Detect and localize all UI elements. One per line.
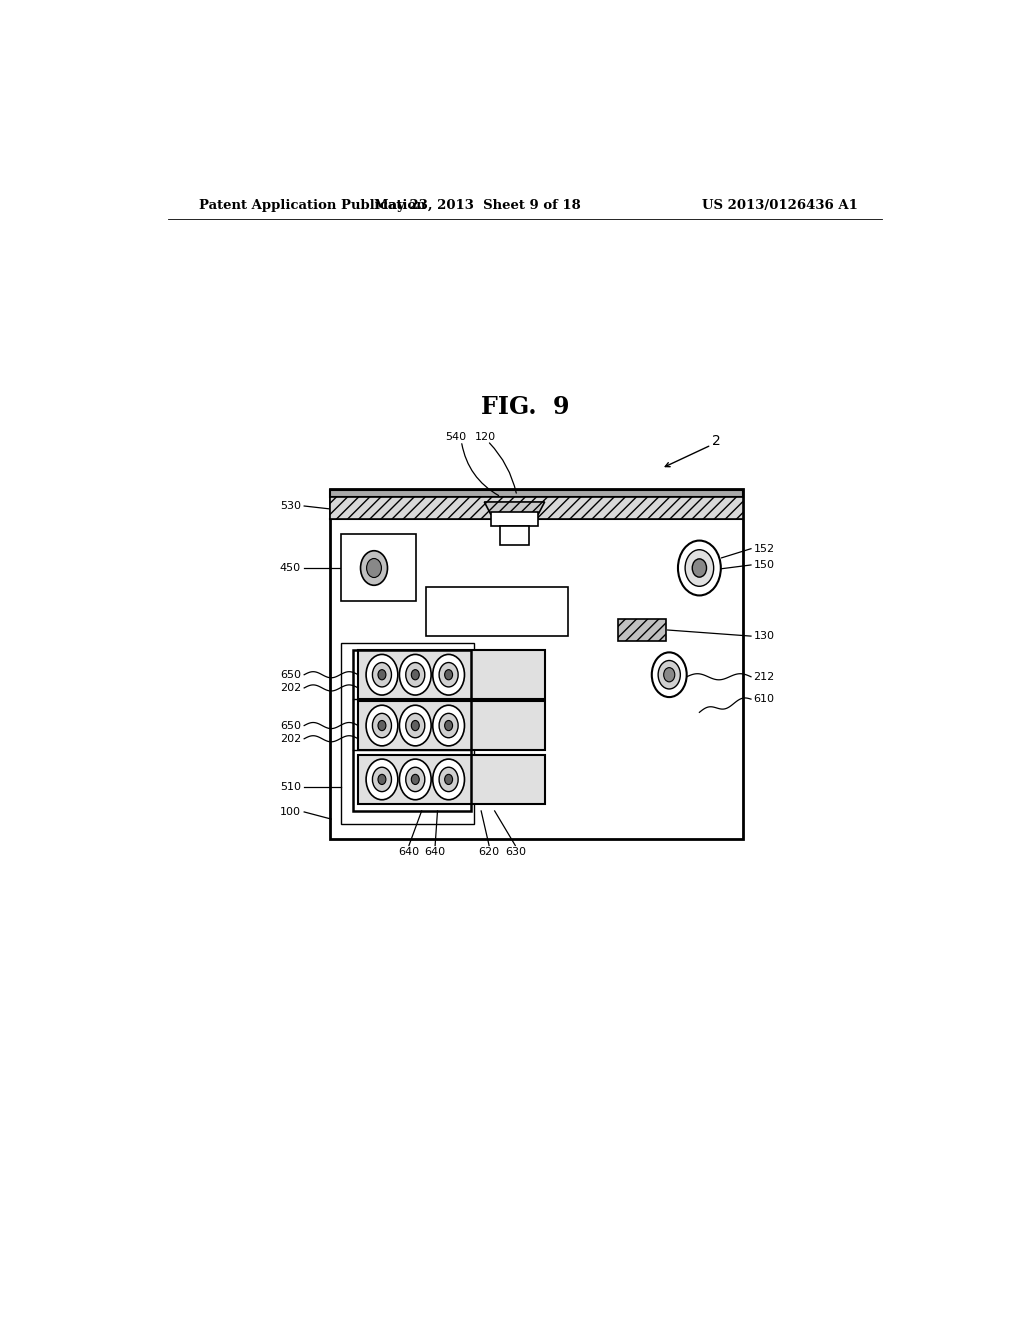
Text: 450: 450 (280, 564, 301, 573)
Circle shape (373, 663, 391, 686)
Circle shape (406, 663, 425, 686)
Circle shape (373, 713, 391, 738)
Circle shape (433, 655, 465, 696)
Circle shape (439, 713, 458, 738)
Bar (500, 527, 528, 545)
Circle shape (444, 775, 453, 784)
Text: 130: 130 (754, 631, 774, 642)
Bar (426, 587, 568, 636)
Bar (331, 496, 743, 519)
Circle shape (406, 713, 425, 738)
Circle shape (367, 705, 397, 746)
Text: 650: 650 (280, 669, 301, 680)
Circle shape (399, 759, 431, 800)
Circle shape (678, 541, 721, 595)
Text: 510: 510 (280, 781, 301, 792)
Circle shape (658, 660, 680, 689)
Text: 640: 640 (398, 846, 420, 857)
Text: 650: 650 (280, 721, 301, 730)
Circle shape (444, 669, 453, 680)
Circle shape (367, 759, 397, 800)
Text: 202: 202 (280, 682, 301, 693)
Text: 2: 2 (713, 434, 721, 447)
Text: FIG.  9: FIG. 9 (480, 396, 569, 420)
Circle shape (367, 558, 381, 578)
Circle shape (399, 655, 431, 696)
Text: 610: 610 (754, 694, 774, 704)
Bar (358, 701, 545, 750)
Circle shape (360, 550, 387, 585)
Bar (358, 755, 545, 804)
Circle shape (433, 705, 465, 746)
Circle shape (652, 652, 687, 697)
Text: 540: 540 (445, 432, 466, 442)
Text: 620: 620 (478, 846, 500, 857)
Circle shape (664, 668, 675, 682)
Text: 640: 640 (425, 846, 445, 857)
Circle shape (367, 655, 397, 696)
Bar (358, 651, 545, 700)
Text: 202: 202 (280, 734, 301, 743)
Bar (490, 512, 539, 527)
Polygon shape (484, 502, 545, 515)
Text: 152: 152 (754, 544, 774, 553)
Circle shape (439, 663, 458, 686)
Circle shape (692, 558, 707, 577)
Circle shape (378, 669, 386, 680)
Circle shape (685, 549, 714, 586)
Circle shape (406, 767, 425, 792)
Circle shape (378, 775, 386, 784)
Bar (331, 490, 743, 496)
Circle shape (412, 669, 419, 680)
Bar (618, 619, 666, 642)
Bar (341, 643, 474, 824)
Circle shape (373, 767, 391, 792)
Bar (331, 488, 743, 840)
Circle shape (399, 705, 431, 746)
Circle shape (439, 767, 458, 792)
Text: 120: 120 (474, 432, 496, 442)
Text: 212: 212 (754, 672, 774, 681)
Circle shape (378, 721, 386, 731)
Text: May 23, 2013  Sheet 9 of 18: May 23, 2013 Sheet 9 of 18 (374, 198, 581, 211)
Text: US 2013/0126436 A1: US 2013/0126436 A1 (702, 198, 858, 211)
Circle shape (412, 721, 419, 731)
Text: 530: 530 (280, 502, 301, 511)
Bar (341, 535, 416, 601)
Text: Patent Application Publication: Patent Application Publication (200, 198, 426, 211)
Circle shape (433, 759, 465, 800)
Bar (353, 651, 471, 810)
Circle shape (412, 775, 419, 784)
Text: 100: 100 (280, 807, 301, 817)
Text: 150: 150 (754, 560, 774, 570)
Circle shape (444, 721, 453, 731)
Text: 630: 630 (505, 846, 525, 857)
